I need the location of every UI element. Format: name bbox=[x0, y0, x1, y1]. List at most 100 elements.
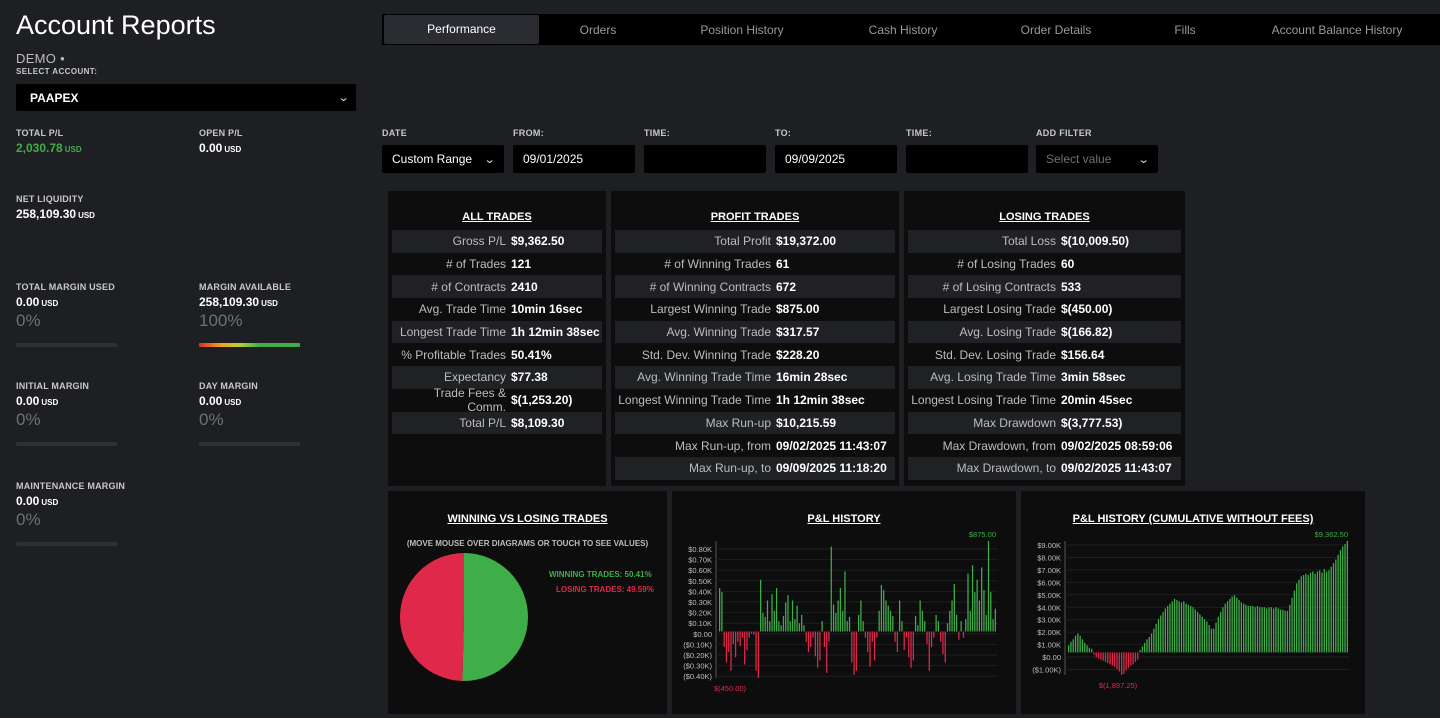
bar[interactable] bbox=[1210, 628, 1213, 653]
bar[interactable] bbox=[846, 621, 848, 632]
bar[interactable] bbox=[1155, 623, 1157, 653]
bar[interactable] bbox=[862, 621, 864, 632]
bar[interactable] bbox=[1125, 652, 1127, 671]
bar[interactable] bbox=[967, 573, 969, 632]
bar[interactable] bbox=[1091, 648, 1093, 653]
bar[interactable] bbox=[1123, 652, 1125, 674]
bar[interactable] bbox=[1130, 652, 1132, 666]
bar[interactable] bbox=[1088, 647, 1090, 653]
bar[interactable] bbox=[796, 605, 798, 632]
bar[interactable] bbox=[985, 614, 987, 632]
bar[interactable] bbox=[1335, 559, 1337, 653]
bar[interactable] bbox=[803, 625, 805, 632]
bar[interactable] bbox=[1213, 628, 1215, 653]
from-time-input[interactable] bbox=[644, 145, 766, 173]
bar[interactable] bbox=[1148, 636, 1150, 653]
bar[interactable] bbox=[1116, 652, 1118, 670]
tab-account-balance-history[interactable]: Account Balance History bbox=[1271, 22, 1403, 37]
bar[interactable] bbox=[885, 600, 887, 632]
bar[interactable] bbox=[896, 631, 898, 653]
bar[interactable] bbox=[794, 619, 796, 632]
bar[interactable] bbox=[1074, 635, 1077, 653]
bar[interactable] bbox=[1344, 544, 1346, 653]
tab-orders[interactable]: Orders bbox=[579, 22, 617, 37]
bar[interactable] bbox=[971, 565, 974, 632]
pl-cumulative-bar-chart[interactable]: $9.00K $8.00K $7.00K $6.00K $5.00K $4.00K $3.0… bbox=[1021, 491, 1365, 714]
bar[interactable] bbox=[780, 625, 782, 632]
bar[interactable] bbox=[737, 631, 739, 642]
bar[interactable] bbox=[969, 610, 971, 632]
bar[interactable] bbox=[851, 631, 853, 663]
bar[interactable] bbox=[1086, 645, 1088, 653]
bar[interactable] bbox=[798, 623, 801, 632]
bar[interactable] bbox=[805, 631, 807, 642]
bar[interactable] bbox=[789, 621, 791, 632]
bar[interactable] bbox=[883, 590, 885, 632]
bar[interactable] bbox=[965, 619, 967, 632]
bar[interactable] bbox=[826, 631, 828, 673]
bar[interactable] bbox=[785, 602, 787, 632]
to-date-input[interactable]: 09/09/2025 bbox=[775, 145, 897, 173]
bar[interactable] bbox=[739, 631, 741, 646]
bar[interactable] bbox=[1111, 652, 1114, 666]
bar[interactable] bbox=[1079, 635, 1081, 653]
bar[interactable] bbox=[1332, 563, 1335, 653]
bar[interactable] bbox=[992, 619, 994, 632]
bar[interactable] bbox=[1164, 608, 1167, 653]
bar[interactable] bbox=[1231, 596, 1233, 653]
bar[interactable] bbox=[1199, 614, 1201, 653]
bar[interactable] bbox=[1319, 570, 1321, 653]
bar[interactable] bbox=[1229, 598, 1231, 653]
bar[interactable] bbox=[1330, 566, 1332, 653]
bar[interactable] bbox=[1309, 572, 1312, 653]
bar[interactable] bbox=[807, 631, 810, 653]
bar[interactable] bbox=[823, 631, 826, 647]
bar[interactable] bbox=[1266, 608, 1268, 653]
bar[interactable] bbox=[994, 608, 996, 632]
bar[interactable] bbox=[953, 583, 955, 632]
bar[interactable] bbox=[869, 631, 871, 667]
bar[interactable] bbox=[1312, 571, 1314, 653]
bar[interactable] bbox=[1328, 570, 1330, 653]
bar[interactable] bbox=[725, 631, 728, 663]
bar[interactable] bbox=[814, 631, 816, 657]
bar[interactable] bbox=[1268, 607, 1270, 653]
bar[interactable] bbox=[755, 631, 757, 671]
bar[interactable] bbox=[1180, 602, 1183, 653]
bar[interactable] bbox=[1247, 606, 1249, 653]
bar[interactable] bbox=[1296, 583, 1298, 653]
bar[interactable] bbox=[899, 600, 901, 632]
bar[interactable] bbox=[858, 614, 860, 632]
bar[interactable] bbox=[746, 631, 748, 651]
win-loss-pie-chart[interactable] bbox=[388, 491, 667, 714]
bar[interactable] bbox=[1187, 604, 1190, 653]
pie-slice-losing[interactable] bbox=[400, 553, 464, 681]
bar[interactable] bbox=[1314, 573, 1316, 653]
bar[interactable] bbox=[1127, 652, 1130, 668]
bar[interactable] bbox=[1240, 602, 1243, 653]
bar[interactable] bbox=[773, 610, 775, 632]
bar[interactable] bbox=[1339, 550, 1342, 653]
bar[interactable] bbox=[1203, 619, 1206, 653]
bar[interactable] bbox=[1298, 579, 1300, 653]
bar[interactable] bbox=[753, 631, 755, 635]
bar[interactable] bbox=[1068, 645, 1070, 653]
bar[interactable] bbox=[864, 631, 867, 638]
bar[interactable] bbox=[983, 590, 985, 632]
bar[interactable] bbox=[930, 631, 933, 647]
to-time-input[interactable] bbox=[906, 145, 1028, 173]
bar[interactable] bbox=[894, 631, 896, 642]
bar[interactable] bbox=[981, 567, 983, 632]
date-range-select[interactable]: Custom Range ⌄ bbox=[382, 145, 504, 173]
bar[interactable] bbox=[908, 631, 910, 658]
bar[interactable] bbox=[1245, 604, 1247, 653]
bar[interactable] bbox=[1323, 569, 1325, 653]
bar[interactable] bbox=[1176, 600, 1178, 653]
bar[interactable] bbox=[942, 631, 944, 655]
bar[interactable] bbox=[741, 631, 744, 638]
bar[interactable] bbox=[1070, 641, 1072, 653]
bar[interactable] bbox=[1305, 573, 1307, 653]
tab-performance[interactable]: Performance bbox=[384, 15, 539, 44]
bar[interactable] bbox=[937, 621, 940, 632]
bar[interactable] bbox=[1100, 652, 1102, 660]
